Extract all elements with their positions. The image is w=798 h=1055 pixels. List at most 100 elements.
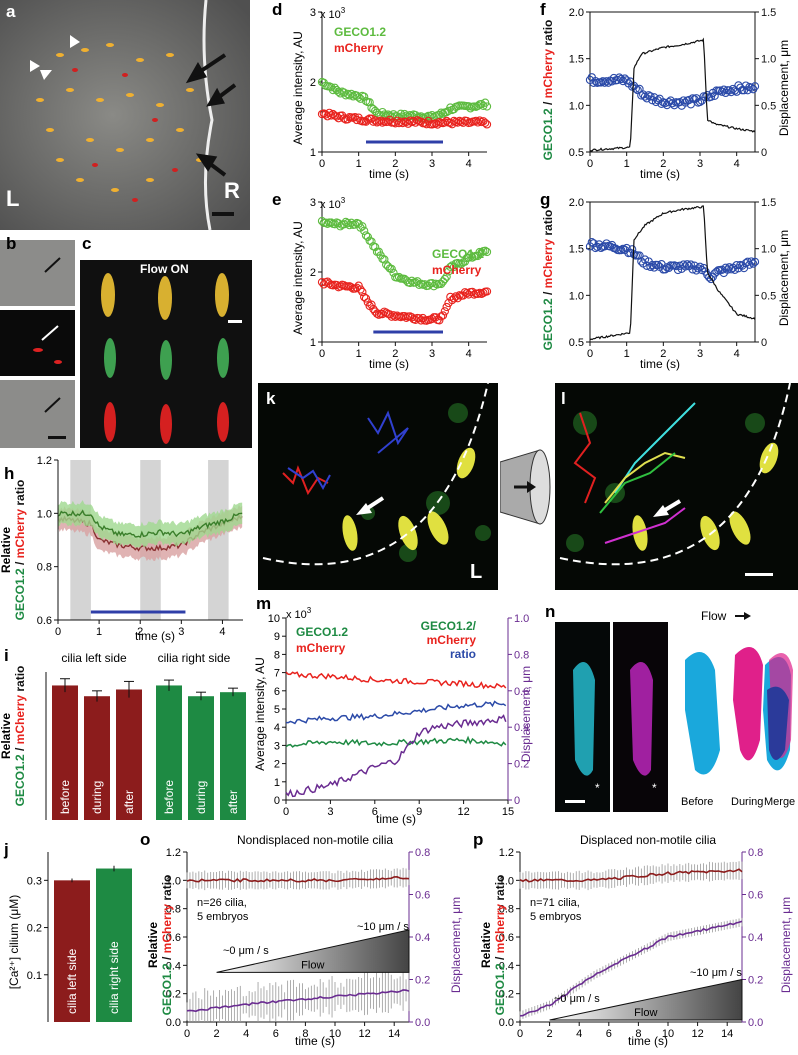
x-tick-label: 3 (697, 348, 703, 360)
sem-band (58, 504, 243, 562)
panel-m: 0 3 6 9 12 15 0 1 2 3 4 5 6 7 8 9 10 0 0.2 0.4 0.6 0.8 1.0 Ave… (250, 594, 535, 828)
x-tick-label: 6 (372, 806, 378, 818)
ratio-point (673, 265, 683, 275)
geco-point (349, 92, 358, 101)
panel-b-images (0, 240, 75, 448)
ratio-point (750, 82, 760, 91)
flow-pipe-icon (500, 449, 551, 525)
x-tick-label: 2 (660, 348, 666, 360)
y-tick-label: 0.5 (569, 337, 584, 349)
geco-mean-line (57, 509, 243, 538)
y-tick-label: 7 (274, 668, 280, 680)
ratio-point (606, 242, 615, 251)
legend-mcherry: mCherry (334, 41, 384, 55)
y-tick-label: 6 (274, 686, 280, 698)
ratio-point (749, 259, 758, 268)
panel-p: 0 2 4 6 8 10 12 14 0.0 0.2 0.4 0.6 0.8 1.0 1.2 0.0 0.2 0.… (468, 830, 798, 1050)
y2-tick-label: 0.6 (415, 890, 430, 902)
y-tick-label: 1.5 (569, 54, 584, 66)
y-axis-label: [Ca²⁺] cilium (μM) (7, 895, 21, 990)
mcherry-point (482, 287, 492, 296)
mcherry-point (358, 287, 367, 297)
chart-title: Nondisplaced non-motile cilia (237, 833, 393, 847)
y-tick-label: 0.1 (27, 970, 42, 982)
n-label-2: 5 embryos (197, 911, 249, 923)
x-axis-label: time (s) (369, 357, 409, 371)
mcherry-point (473, 289, 482, 299)
x-axis-label: time (s) (295, 1034, 335, 1048)
bar-label: cilia left side (65, 948, 79, 1014)
geco-point (482, 247, 492, 257)
bar (220, 692, 246, 820)
y-tick-label: 3 (274, 740, 280, 752)
displacement-line (589, 37, 756, 152)
flow-wedge-label: Flow (634, 1007, 657, 1019)
legend-geco: GECO1.2 (432, 247, 484, 261)
y-tick-label: 1.2 (37, 455, 52, 467)
flow-wedge-label: Flow (301, 959, 324, 971)
panel-f: 0 1 2 3 4 0.5 1.0 1.5 2.0 0 0.5 1.0 1.5 GECO1.2 / mC… (530, 0, 798, 185)
ratio-point (617, 74, 626, 84)
panel-i: before during after before during after Relat… (0, 646, 255, 830)
y-tick-label: 3 (310, 197, 316, 209)
y2-tick-label: 0.6 (748, 890, 763, 902)
ratio-point (750, 257, 760, 267)
y-tick-label: 0.3 (27, 875, 42, 887)
y2-tick-label: 1.0 (761, 54, 776, 66)
right-group-title: cilia right side (158, 651, 231, 665)
chart-h: 0 1 2 3 4 0.6 0.8 1.0 1.2 Relative GECO1.2 / mCh… (0, 455, 243, 643)
mcherry-point (367, 300, 376, 309)
x-tick-label: 0 (517, 1028, 523, 1040)
n-label-2: 5 embryos (530, 911, 582, 923)
speed-low: ~0 μm / s (554, 993, 600, 1005)
bar (188, 696, 214, 820)
legend-geco: GECO1.2 (334, 25, 386, 39)
y-axis-label: Average intensity, AU (291, 221, 305, 335)
x-tick-label: 8 (635, 1028, 641, 1040)
y-axis-label: Average intensity, AU (253, 657, 267, 771)
chart-title: Displaced non-motile cilia (580, 833, 716, 847)
ratio-point (628, 245, 637, 254)
x-tick-label: 0 (283, 806, 289, 818)
x-axis-label: time (s) (376, 812, 416, 826)
flow-on-label: Flow ON (140, 262, 189, 276)
mcherry-point (354, 281, 363, 290)
y-tick-label: 1 (274, 777, 280, 789)
x-tick-label: 2 (392, 348, 398, 360)
y2-tick-label: 0.0 (748, 1017, 763, 1029)
panel-n-label: n (545, 602, 556, 621)
ratio-point (679, 96, 688, 105)
y-tick-label: 0.0 (499, 1017, 514, 1029)
panel-f-label: f (540, 0, 546, 19)
panel-j: 0.1 0.2 0.3 cilia left side cilia right side… (0, 832, 150, 1050)
bar-label: after (122, 790, 136, 814)
geco-point (416, 279, 426, 288)
y-axis-label-2: GECO1.2 / mCherry ratio (493, 875, 507, 1016)
x-tick-label: 3 (178, 626, 184, 638)
y-axis-label: Average intensity, AU (291, 31, 305, 145)
ratio-point (681, 262, 690, 271)
y-tick-label: 2 (310, 77, 316, 89)
y-tick-label: 0.6 (166, 932, 181, 944)
x-tick-label: 1 (624, 348, 630, 360)
panel-g-label: g (540, 190, 551, 209)
flow-wedge (216, 929, 410, 973)
x-tick-label: 10 (662, 1028, 674, 1040)
y-tick-label: 1.0 (499, 875, 514, 887)
x-tick-label: 14 (721, 1028, 733, 1040)
y-tick-label: 9 (274, 631, 280, 643)
mcherry-point (440, 307, 449, 316)
x-tick-label: 2 (214, 1028, 220, 1040)
y2-tick-label: 0 (761, 147, 767, 159)
legend-geco: GECO1.2 (296, 625, 348, 639)
legend-mcherry: mCherry (432, 263, 482, 277)
x-tick-label: 4 (466, 348, 472, 360)
bar (84, 696, 110, 820)
x-axis-label: time (s) (628, 1034, 668, 1048)
panel-d-label: d (272, 0, 283, 19)
flow-wedge (549, 978, 743, 1021)
x-tick-label: 4 (243, 1028, 249, 1040)
bar-label: before (58, 780, 72, 814)
bar (52, 685, 78, 820)
